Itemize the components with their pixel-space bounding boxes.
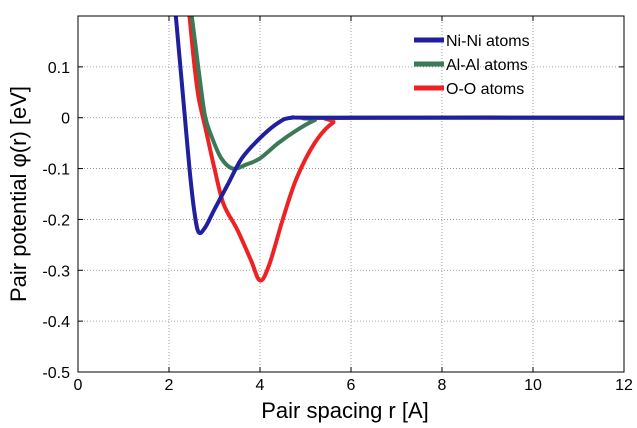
- x-tick-label: 12: [615, 377, 633, 394]
- series-line-o-o-atoms: [187, 16, 624, 283]
- y-axis-label: Pair potential φ(r) [eV]: [6, 86, 31, 302]
- y-tick-label: 0.1: [48, 60, 70, 77]
- y-tick-label: -0.3: [42, 263, 70, 280]
- series-lines: [173, 16, 624, 283]
- plot-frame: [77, 15, 625, 373]
- y-tick-label: -0.5: [42, 365, 70, 382]
- series-line-ni-ni-atoms: [173, 16, 624, 236]
- legend: Ni-Ni atoms Al-Al atoms O-O atoms: [414, 33, 530, 98]
- legend-entry: Ni-Ni atoms: [446, 33, 530, 50]
- y-tick-label: -0.1: [42, 162, 70, 179]
- x-tick-label: 10: [524, 377, 542, 394]
- grid: [78, 16, 624, 372]
- y-tick-label: 0: [61, 111, 70, 128]
- x-tick-label: 6: [347, 377, 356, 394]
- x-tick-label: 2: [165, 377, 174, 394]
- tick-labels: 0 2 4 6 8 10 12 -0.5 -0.4 -0.3 -0.2 -0.1 0 0.1: [42, 60, 633, 394]
- y-tick-label: -0.4: [42, 314, 70, 331]
- x-tick-label: 8: [438, 377, 447, 394]
- legend-entry: Al-Al atoms: [446, 57, 528, 74]
- x-axis-label: Pair spacing r [A]: [261, 398, 429, 423]
- x-tick-label: 4: [256, 377, 265, 394]
- legend-entry: O-O atoms: [446, 81, 524, 98]
- x-tick-label: 0: [74, 377, 83, 394]
- y-tick-label: -0.2: [42, 212, 70, 229]
